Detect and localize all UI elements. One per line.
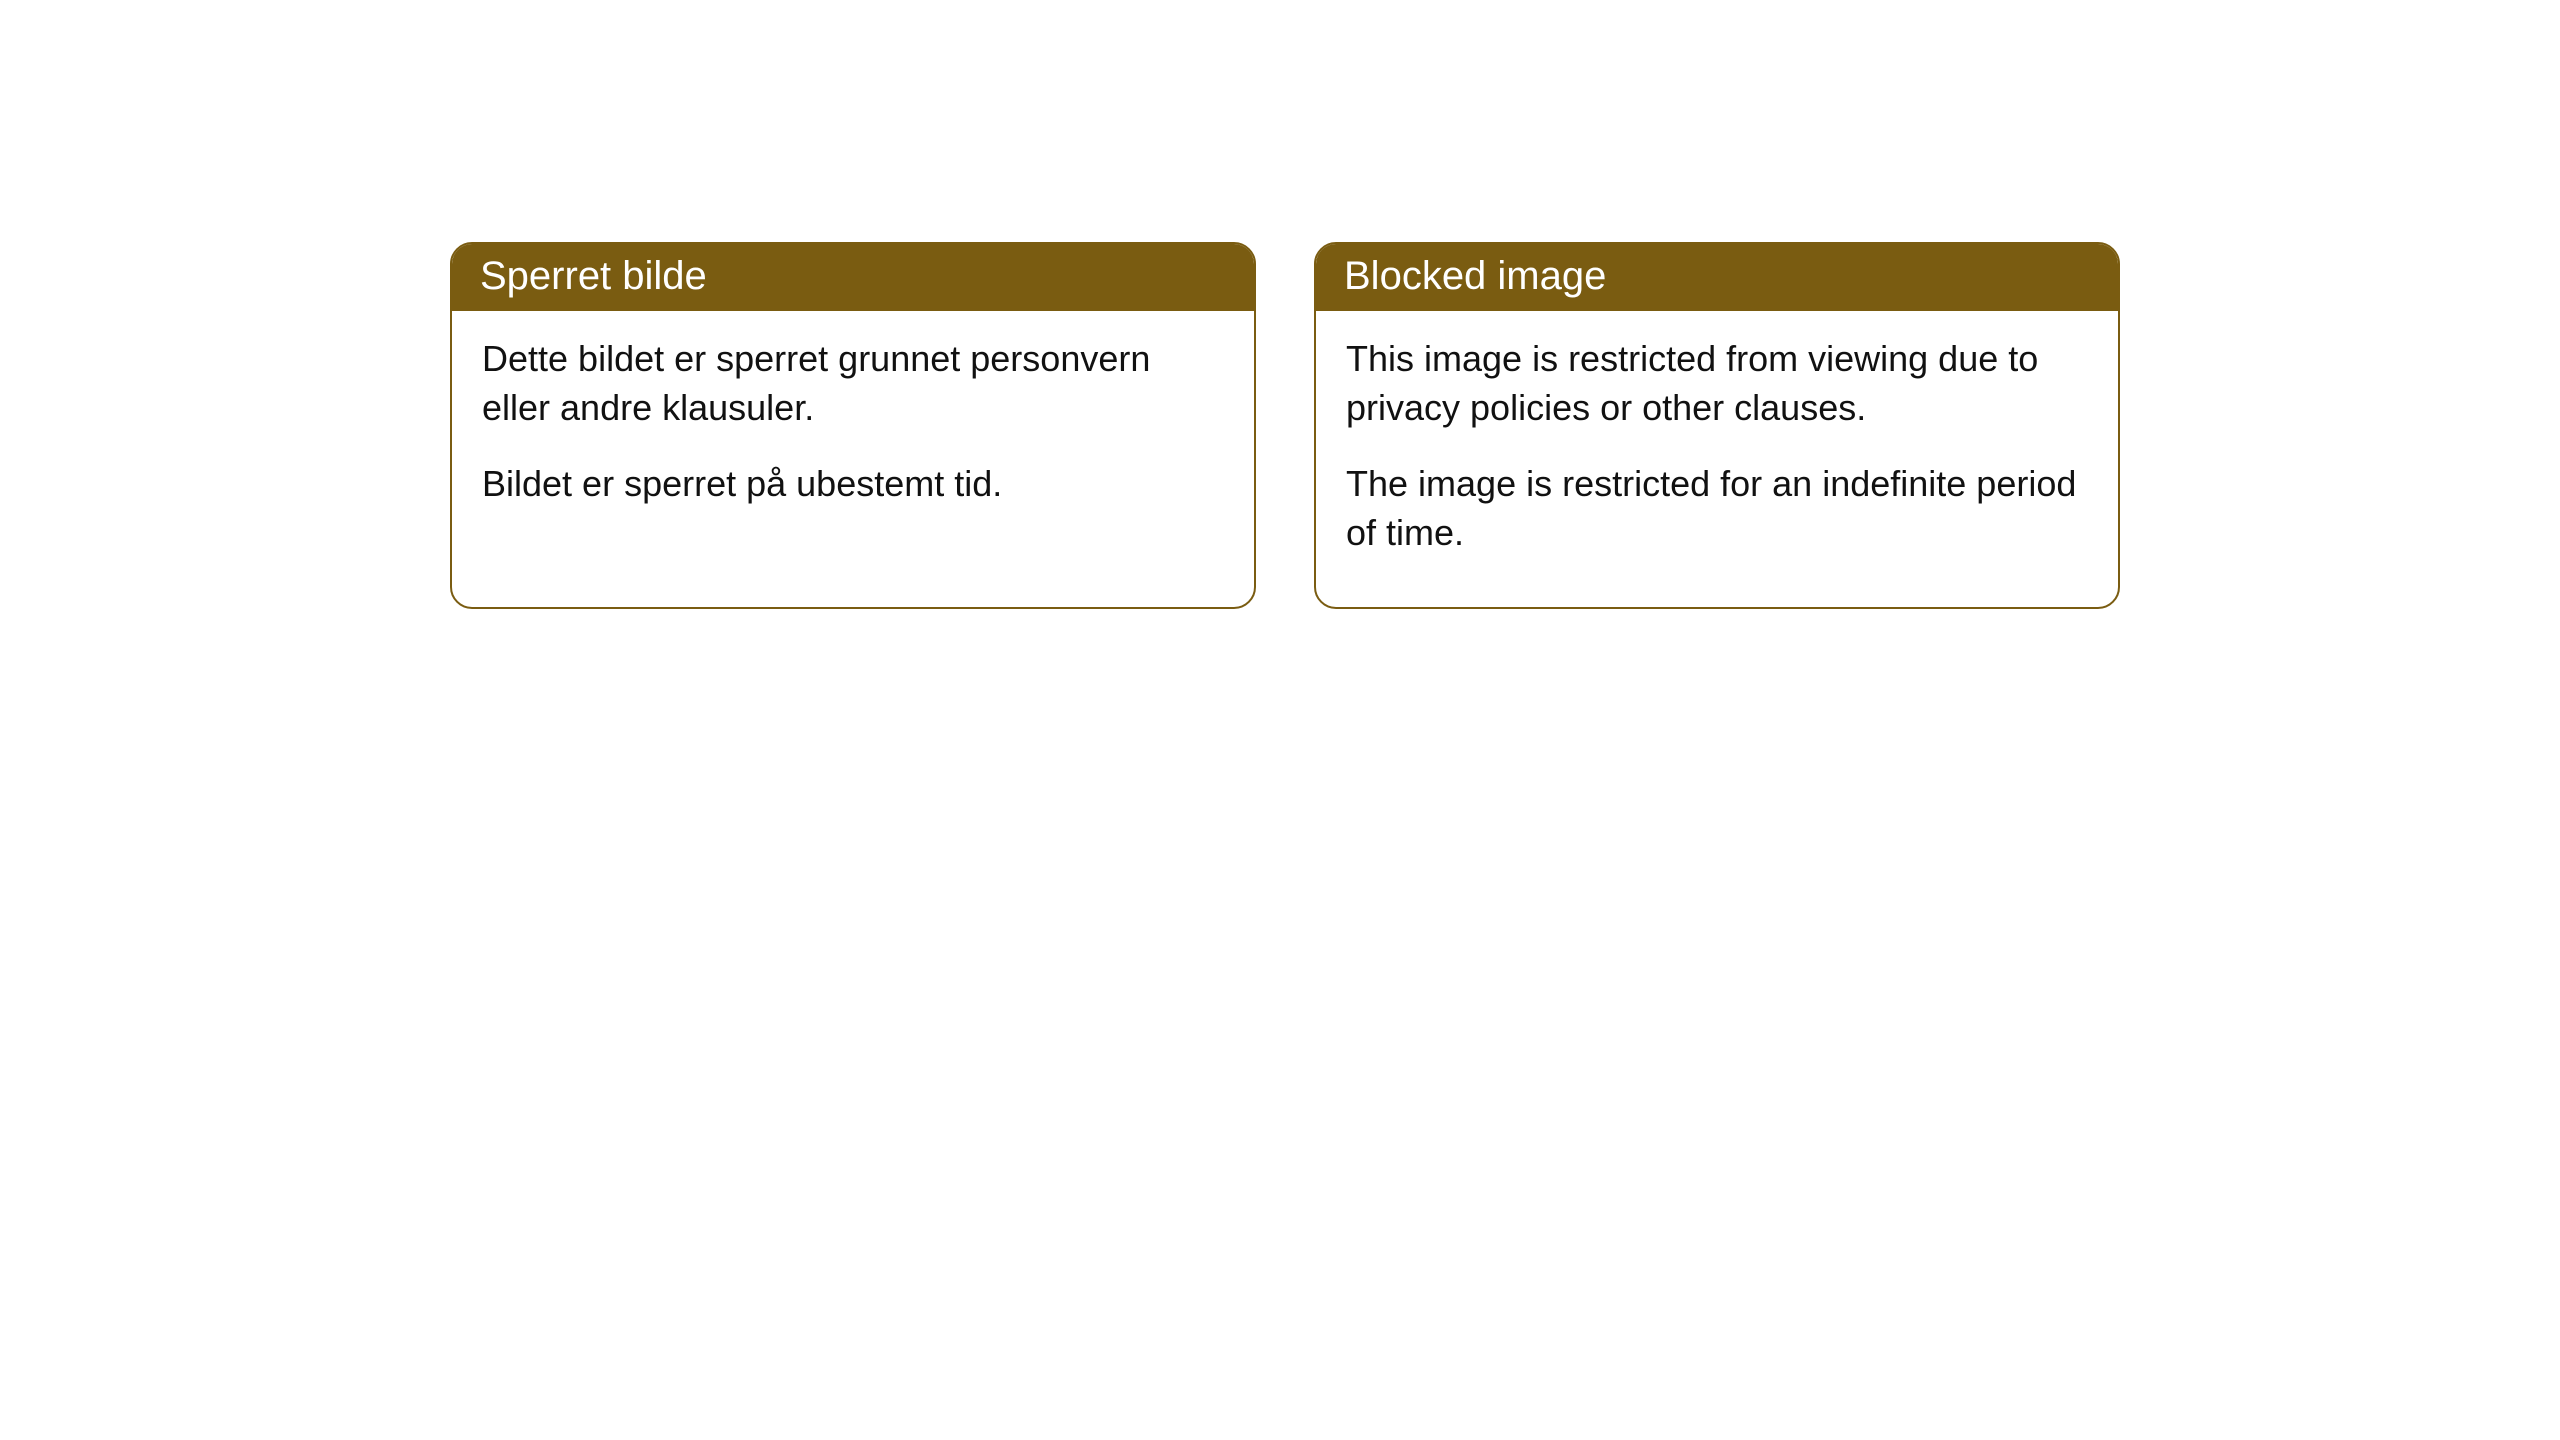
card-paragraph: This image is restricted from viewing du…	[1346, 335, 2088, 432]
card-paragraph: Dette bildet er sperret grunnet personve…	[482, 335, 1224, 432]
blocked-image-card-no: Sperret bilde Dette bildet er sperret gr…	[450, 242, 1256, 609]
card-paragraph: Bildet er sperret på ubestemt tid.	[482, 460, 1224, 509]
card-header: Sperret bilde	[452, 244, 1254, 311]
card-header: Blocked image	[1316, 244, 2118, 311]
card-title: Sperret bilde	[480, 254, 707, 298]
card-body: This image is restricted from viewing du…	[1316, 311, 2118, 607]
cards-container: Sperret bilde Dette bildet er sperret gr…	[450, 242, 2120, 609]
blocked-image-card-en: Blocked image This image is restricted f…	[1314, 242, 2120, 609]
card-paragraph: The image is restricted for an indefinit…	[1346, 460, 2088, 557]
card-body: Dette bildet er sperret grunnet personve…	[452, 311, 1254, 559]
card-title: Blocked image	[1344, 254, 1606, 298]
